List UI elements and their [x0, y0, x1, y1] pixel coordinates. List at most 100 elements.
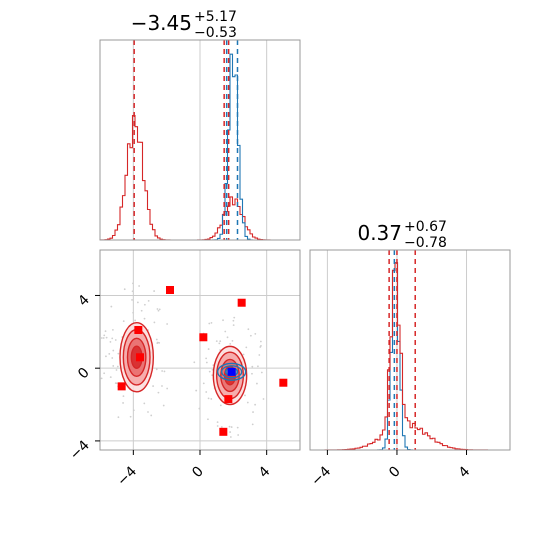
sample-point	[140, 309, 143, 312]
sample-point	[161, 370, 164, 372]
sample-point	[150, 414, 153, 417]
sample-point	[251, 372, 253, 375]
sample-point	[210, 321, 213, 324]
histogram-panel-top-left	[99, 39, 301, 241]
histogram-panel-bottom-right	[309, 249, 511, 451]
sample-point	[114, 339, 117, 341]
density-contour-blue	[216, 362, 247, 381]
sample-point	[205, 361, 208, 364]
red-marker	[166, 286, 174, 294]
sample-point	[198, 407, 201, 410]
sample-point	[153, 321, 156, 324]
sample-point	[236, 426, 239, 429]
x-tick-label: −4	[114, 463, 140, 489]
sample-point	[251, 423, 254, 426]
sample-point	[155, 338, 158, 341]
sample-point	[143, 317, 146, 320]
sample-point	[103, 334, 106, 337]
sample-point	[258, 354, 261, 356]
sample-point	[222, 319, 224, 322]
panel-title-value: 0.37	[357, 221, 402, 245]
sample-point	[157, 391, 160, 394]
panel-title-upper-error: +0.67	[404, 219, 447, 235]
panel-title-upper-error: +5.17	[194, 9, 237, 25]
sample-point	[242, 353, 245, 356]
sample-point	[100, 337, 103, 339]
red-marker	[224, 395, 233, 404]
sample-point	[155, 368, 158, 371]
sample-point	[256, 382, 258, 385]
sample-point	[115, 369, 118, 371]
sample-point	[156, 308, 159, 310]
sample-point	[131, 299, 133, 301]
red-marker	[136, 353, 144, 362]
sample-point	[114, 382, 117, 385]
x-tick-label: 0	[189, 464, 207, 482]
sample-point	[166, 387, 169, 390]
sample-point	[262, 398, 265, 400]
sample-point	[108, 352, 111, 355]
red-marker	[199, 333, 208, 342]
sample-point	[207, 418, 209, 421]
panel-border	[309, 249, 511, 451]
red-marker	[237, 298, 246, 307]
sample-point	[132, 282, 134, 285]
sample-point	[152, 385, 155, 387]
red-marker	[279, 378, 288, 387]
sample-point	[116, 365, 119, 368]
sample-point	[122, 395, 125, 398]
sample-point	[143, 303, 146, 306]
sample-point	[207, 348, 210, 350]
sample-point	[111, 337, 114, 340]
sample-point	[246, 401, 249, 404]
sample-point	[208, 370, 211, 373]
sample-point	[162, 404, 165, 407]
red-marker	[219, 427, 228, 436]
blue-marker	[227, 367, 236, 376]
sample-point	[229, 431, 232, 433]
sample-point	[110, 305, 113, 308]
sample-point	[245, 346, 248, 349]
sample-point	[109, 341, 112, 343]
panel-background	[310, 250, 510, 450]
sample-point	[105, 355, 107, 358]
sample-point	[111, 328, 114, 331]
sample-point	[100, 377, 103, 380]
sample-point	[156, 342, 159, 344]
sample-point	[249, 334, 252, 337]
red-marker	[117, 382, 126, 391]
sample-point	[233, 316, 236, 319]
sample-point	[129, 415, 132, 418]
sample-point	[117, 352, 120, 355]
sample-point	[210, 398, 213, 400]
sample-point	[147, 411, 149, 413]
scatter-panel-bottom-left	[99, 249, 301, 451]
sample-point	[229, 342, 232, 345]
sample-point	[219, 340, 222, 343]
sample-point	[247, 328, 250, 331]
panel-title-value: −3.45	[131, 11, 192, 35]
sample-point	[207, 397, 210, 400]
panel-title-lower-error: −0.53	[194, 25, 237, 41]
sample-point	[237, 434, 240, 436]
sample-point	[215, 340, 218, 343]
sample-point	[158, 308, 161, 311]
y-tick-label: −4	[67, 437, 93, 463]
sample-point	[220, 426, 223, 428]
sample-point	[147, 299, 150, 302]
sample-point	[228, 425, 231, 428]
sample-point	[259, 340, 262, 343]
x-tick-label: 4	[256, 463, 274, 481]
sample-point	[202, 382, 205, 385]
sample-point	[123, 288, 126, 291]
panel-titles: −3.45 +5.17−0.53 0.37 +0.67−0.78	[131, 9, 447, 251]
sample-point	[251, 365, 254, 368]
sample-point	[136, 301, 139, 304]
panel-title-lower-error: −0.78	[404, 235, 447, 251]
sample-point	[103, 372, 106, 375]
sample-point	[163, 370, 166, 373]
sample-point	[122, 320, 125, 323]
sample-point	[134, 319, 136, 322]
sample-point	[216, 421, 219, 424]
